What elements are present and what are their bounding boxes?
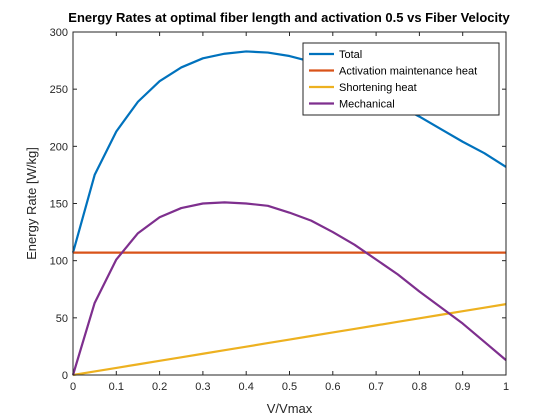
y-tick-label: 100 — [50, 256, 68, 268]
x-tick-label: 0 — [70, 381, 76, 393]
y-tick-label: 200 — [50, 141, 68, 153]
y-tick-label: 50 — [56, 313, 68, 325]
series-line-3 — [71, 201, 507, 376]
legend-box — [302, 42, 500, 116]
x-tick-label: 0.5 — [282, 381, 297, 393]
x-tick-label: 0.4 — [239, 381, 254, 393]
legend-label-0: Total — [339, 49, 362, 61]
y-tick-label: 150 — [50, 199, 68, 211]
y-tick-label: 300 — [50, 27, 68, 39]
x-axis-label: V/Vmax — [267, 401, 313, 416]
x-tick-label: 0.8 — [412, 381, 427, 393]
x-tick-label: 0.9 — [455, 381, 470, 393]
x-tick-label: 0.1 — [109, 381, 124, 393]
legend: Total Activation maintenance heat Shorteni… — [302, 42, 500, 116]
legend-label-1: Activation maintenance heat — [339, 66, 477, 78]
x-tick-label: 0.7 — [368, 381, 383, 393]
legend-label-2: Shortening heat — [339, 82, 417, 94]
series-line-0 — [71, 50, 507, 253]
y-tick-label: 250 — [50, 84, 68, 96]
x-tick-label: 1 — [503, 381, 509, 393]
x-tick-label: 0.6 — [325, 381, 340, 393]
series-layer — [71, 50, 507, 377]
tick-layer: 0 0.1 0.2 0.3 0.4 0.5 0.6 0.7 0.8 0.9 1 0 50 100 150 20… — [50, 27, 509, 393]
series-line-2 — [72, 303, 507, 377]
y-axis-label: Energy Rate [W/kg] — [24, 147, 39, 260]
y-tick-label: 0 — [62, 370, 68, 382]
legend-label-3: Mechanical — [339, 99, 395, 111]
x-tick-label: 0.2 — [152, 381, 167, 393]
x-tick-label: 0.3 — [195, 381, 210, 393]
chart-title: Energy Rates at optimal fiber length and… — [68, 10, 510, 25]
